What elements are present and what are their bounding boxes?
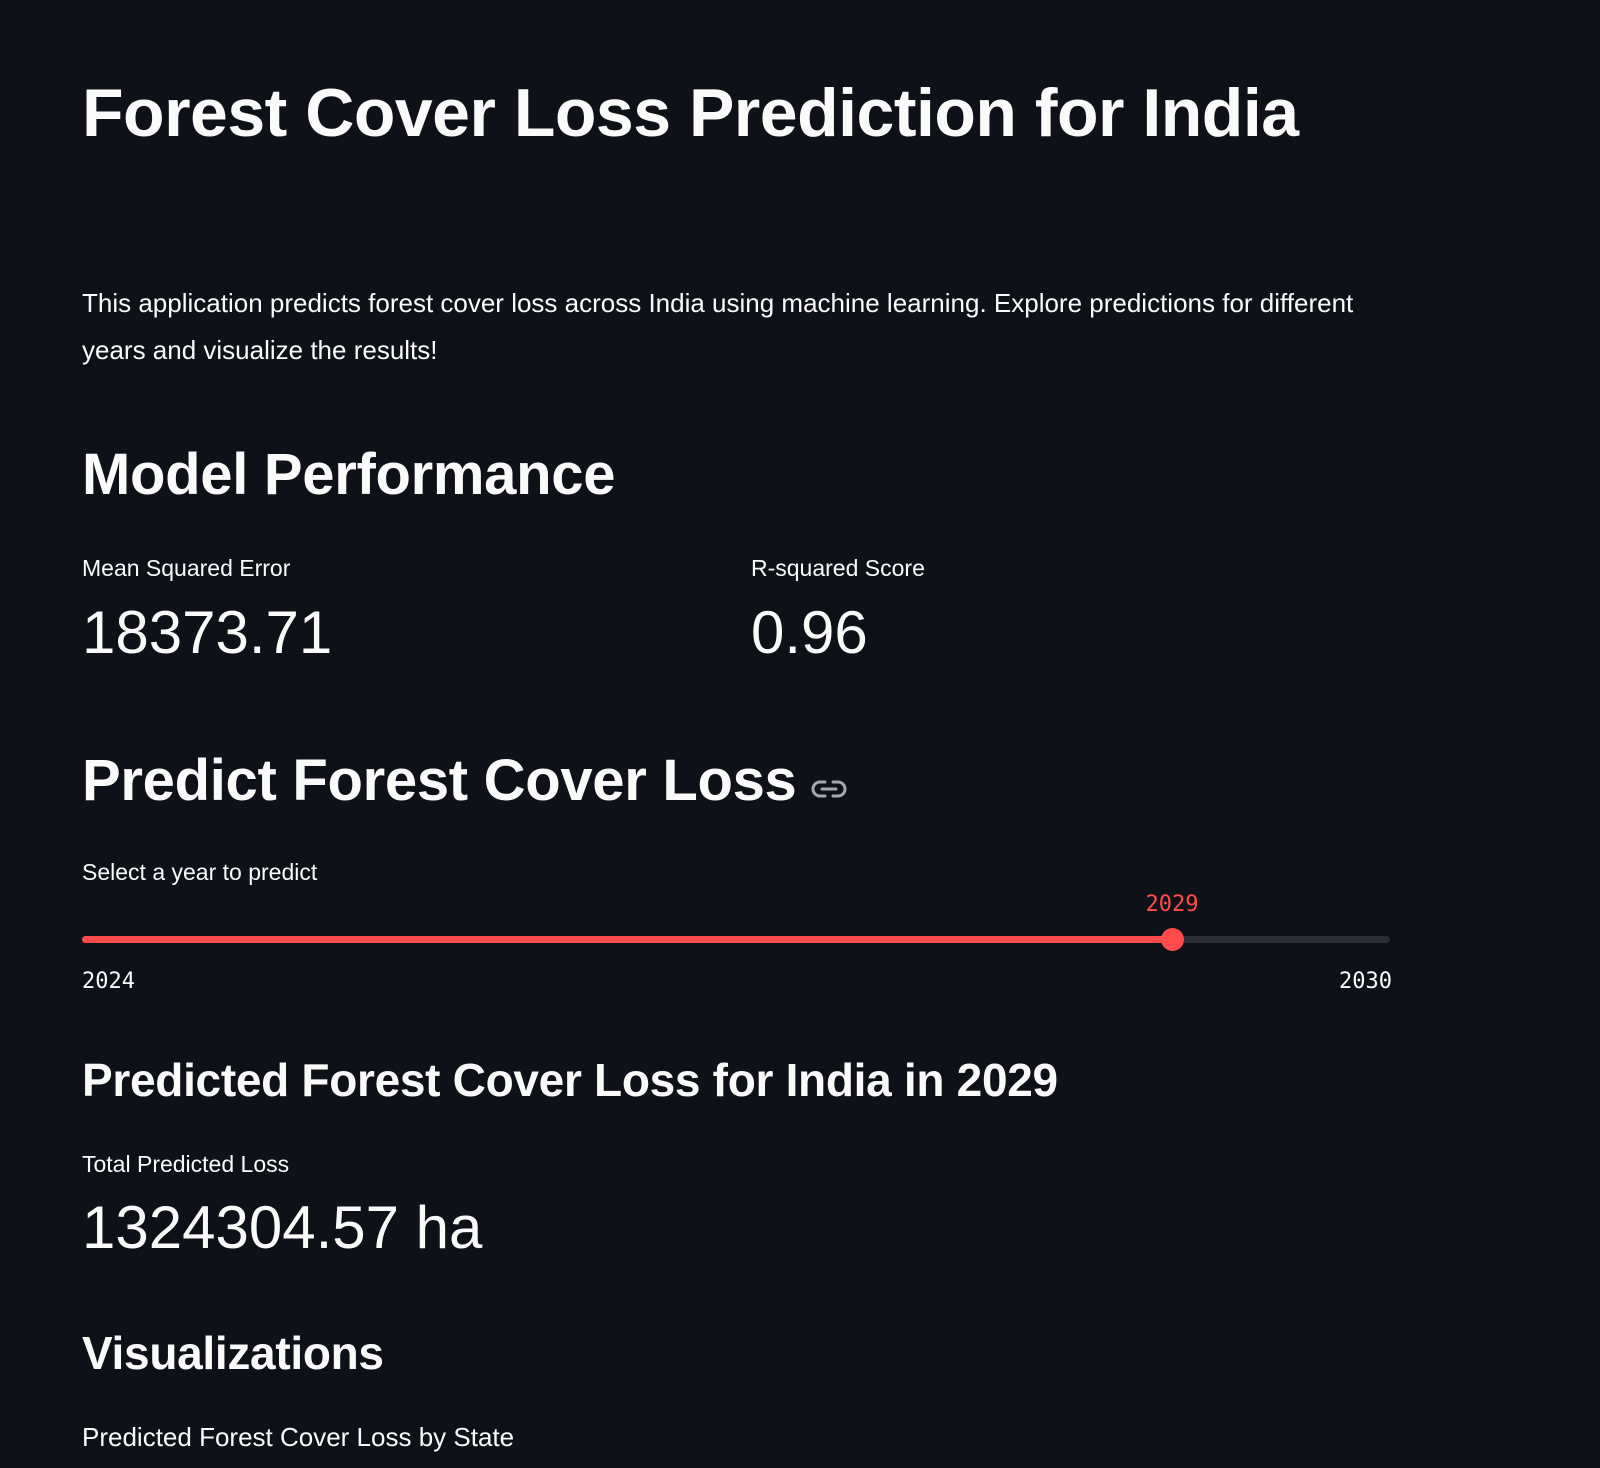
page-title: Forest Cover Loss Prediction for India: [82, 75, 1299, 151]
mse-label: Mean Squared Error: [82, 555, 291, 581]
year-slider-track[interactable]: 2029: [82, 892, 1390, 951]
predict-heading: Predict Forest Cover Loss: [82, 746, 847, 820]
year-slider-min: 2024: [82, 969, 135, 994]
year-slider-label: Select a year to predict: [82, 859, 318, 885]
total-loss-label: Total Predicted Loss: [82, 1151, 290, 1177]
r2-value: 0.96: [751, 599, 868, 666]
year-slider-value: 2029: [1145, 892, 1199, 917]
mse-value: 18373.71: [82, 599, 333, 666]
year-slider-thumb[interactable]: [1161, 928, 1184, 951]
visualizations-heading: Visualizations: [82, 1327, 384, 1379]
chart-caption: Predicted Forest Cover Loss by State: [82, 1422, 515, 1452]
prediction-heading: Predicted Forest Cover Loss for India in…: [82, 1054, 1058, 1106]
year-slider-fill: [82, 936, 1172, 943]
r2-label: R-squared Score: [751, 555, 925, 581]
total-loss-value: 1324304.57 ha: [82, 1194, 483, 1261]
link-icon[interactable]: [811, 746, 847, 816]
intro-text: This application predicts forest cover l…: [82, 288, 1354, 365]
model-performance-heading: Model Performance: [82, 442, 616, 507]
year-slider-max: 2030: [1339, 969, 1392, 994]
predict-heading-text: Predict Forest Cover Loss: [82, 748, 797, 813]
